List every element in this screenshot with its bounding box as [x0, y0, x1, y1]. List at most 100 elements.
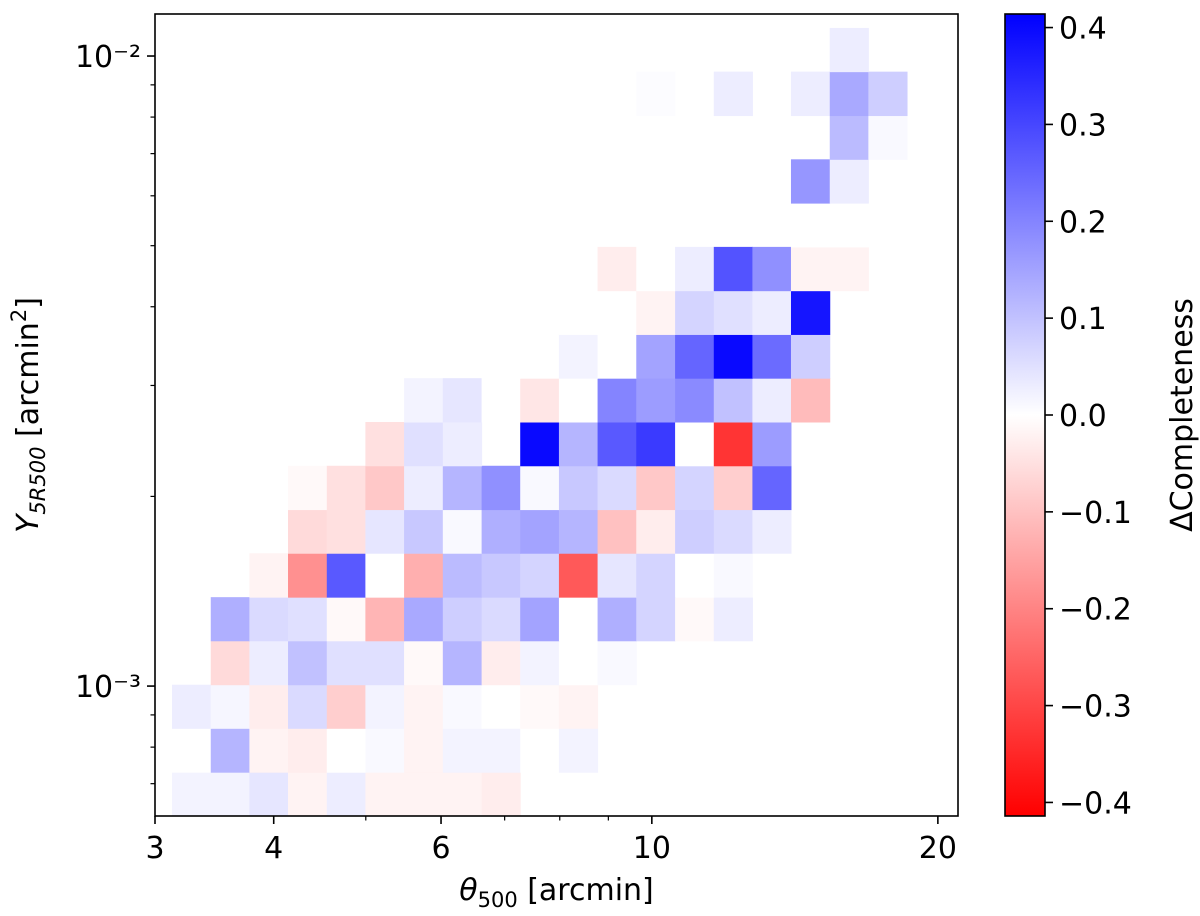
- heatmap-cell: [752, 246, 792, 292]
- colorbar-tick-label: −0.4: [1059, 786, 1132, 821]
- heatmap-cell: [636, 465, 676, 511]
- heatmap-cell: [597, 422, 637, 467]
- heatmap-cell: [249, 772, 289, 817]
- heatmap-cell: [288, 728, 328, 773]
- x-label-text: [arcmin]: [518, 873, 654, 908]
- heatmap-cell: [404, 378, 444, 423]
- heatmap-cell: [481, 684, 521, 729]
- heatmap-cell: [636, 290, 676, 335]
- heatmap-cell: [752, 378, 792, 423]
- heatmap-cell: [520, 334, 560, 379]
- heatmap-cell: [520, 422, 560, 467]
- heatmap-cell: [558, 684, 599, 729]
- heatmap-cell: [326, 684, 366, 729]
- heatmap-cell: [210, 684, 250, 729]
- heatmap-cell: [752, 509, 792, 554]
- y-label-symbol: Y: [11, 512, 46, 533]
- heatmap-cell: [404, 772, 444, 817]
- heatmap-cell: [713, 422, 753, 467]
- heatmap-cell: [365, 465, 405, 511]
- heatmap-cell: [481, 640, 521, 686]
- heatmap-cell: [481, 728, 521, 773]
- heatmap-cell: [171, 684, 212, 729]
- heatmap-cell: [636, 422, 676, 467]
- heatmap-cell: [404, 465, 444, 511]
- y-label-subscript: 5R500: [26, 447, 50, 515]
- heatmap-cell: [558, 553, 599, 598]
- heatmap-cell: [365, 422, 405, 467]
- heatmap-cell: [713, 290, 753, 335]
- colorbar-tick-label: −0.1: [1059, 496, 1132, 531]
- heatmap-cell: [210, 640, 250, 686]
- heatmap-cell: [249, 640, 289, 686]
- heatmap-cell: [675, 597, 715, 642]
- heatmap-cell: [365, 553, 405, 598]
- heatmap-cell: [829, 27, 869, 73]
- x-tick-label: 4: [264, 831, 283, 866]
- heatmap-cell: [365, 728, 405, 773]
- heatmap-cell: [288, 640, 328, 686]
- heatmap-cell: [790, 334, 831, 379]
- x-tick-label: 3: [145, 831, 164, 866]
- heatmap-cell: [868, 115, 908, 160]
- heatmap-cell: [675, 290, 715, 335]
- heatmap-cell: [288, 553, 328, 598]
- heatmap-cell: [636, 597, 676, 642]
- plot-frame: [154, 13, 959, 817]
- heatmap-cell: [597, 334, 637, 379]
- heatmap-cell: [481, 772, 521, 817]
- heatmap-cell: [481, 334, 521, 379]
- heatmap-cell: [752, 422, 792, 467]
- heatmap-cell: [520, 509, 560, 554]
- heatmap-cell: [481, 509, 521, 554]
- heatmap-cell: [404, 422, 444, 467]
- heatmap-cell: [713, 246, 753, 292]
- heatmap-cell: [675, 465, 715, 511]
- heatmap-cell: [520, 465, 560, 511]
- heatmap-cell: [675, 509, 715, 554]
- heatmap-cell: [404, 597, 444, 642]
- y-label-superscript: 2: [7, 309, 31, 322]
- heatmap-cell: [442, 509, 483, 554]
- heatmap-cell: [404, 640, 444, 686]
- heatmap-cell: [675, 422, 715, 467]
- heatmap-cell: [326, 465, 366, 511]
- heatmap-cell: [520, 378, 560, 423]
- heatmap-cell: [597, 290, 637, 335]
- colorbar-tick-label: 0.0: [1059, 399, 1107, 434]
- heatmap-cell: [790, 71, 831, 117]
- heatmap-cell: [481, 378, 521, 423]
- heatmap-cell: [365, 684, 405, 729]
- heatmap-cell: [713, 597, 753, 642]
- colorbar-tick-label: 0.2: [1059, 205, 1107, 240]
- colorbar-label: ΔCompleteness: [1165, 298, 1200, 532]
- heatmap-cell: [442, 684, 483, 729]
- heatmap-cell: [171, 728, 212, 773]
- heatmap-cell: [404, 728, 444, 773]
- heatmap-cell: [829, 246, 869, 292]
- heatmap-cell: [829, 159, 869, 204]
- heatmap-cell: [481, 553, 521, 598]
- heatmap-cell: [636, 246, 676, 292]
- heatmap-cell: [249, 597, 289, 642]
- colorbar-tick-label: −0.3: [1059, 690, 1132, 725]
- y-axis-label: Y5R500 [arcmin2]: [7, 297, 50, 533]
- heatmap-cell: [288, 509, 328, 554]
- heatmap-cell: [713, 378, 753, 423]
- heatmap-cell: [790, 203, 831, 248]
- heatmap-cell: [558, 465, 599, 511]
- heatmap-cell: [365, 640, 405, 686]
- heatmap-cell: [326, 728, 366, 773]
- heatmap-cell: [404, 509, 444, 554]
- x-axis-label: θ500 [arcmin]: [459, 873, 654, 912]
- heatmap-cell: [752, 334, 792, 379]
- heatmap-cell: [442, 597, 483, 642]
- heatmap-cell: [520, 728, 560, 773]
- heatmap-cell: [597, 553, 637, 598]
- heatmap-cell: [597, 597, 637, 642]
- heatmap-cell: [713, 509, 753, 554]
- heatmap-cell: [171, 772, 212, 817]
- y-label-text: [arcmin: [11, 322, 46, 446]
- heatmap-cell: [442, 553, 483, 598]
